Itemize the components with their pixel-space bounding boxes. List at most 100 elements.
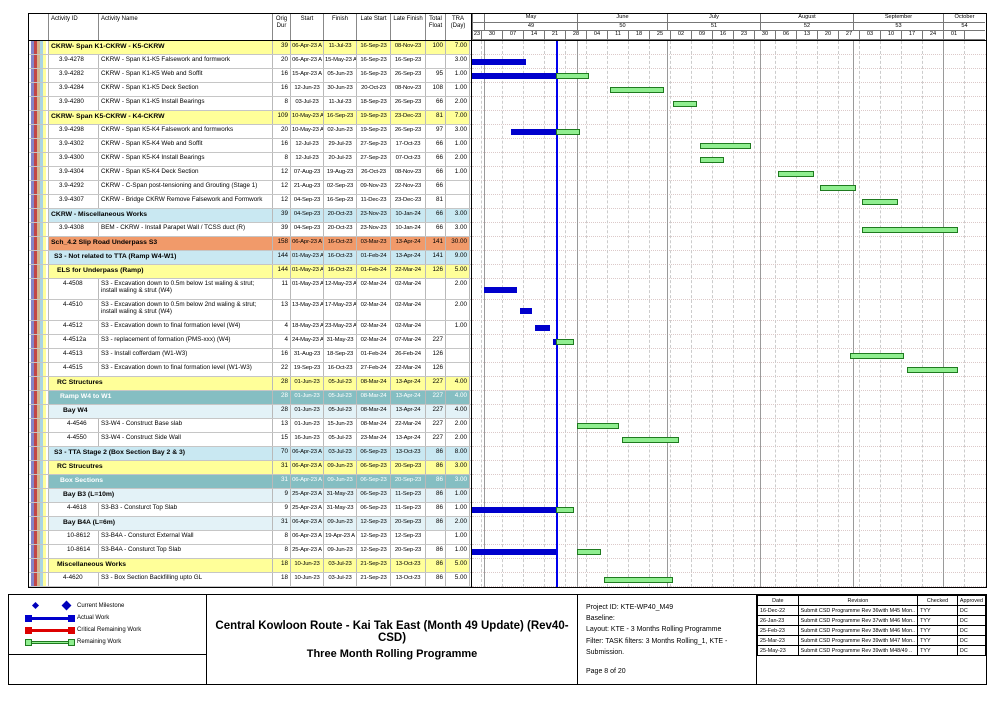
group-row[interactable]: Ramp W4 to W1 28 01-Jun-23 05-Jul-23 08-Mar-… [29,391,471,405]
orig-dur-cell: 144 [273,251,291,264]
wbs-indent-stripes [29,531,49,544]
finish-cell: 31-May-23 [324,503,357,516]
table-row[interactable]: 4-4620 S3 - Box Section Backfilling upto … [29,573,471,587]
table-row[interactable]: 4-4510 S3 - Excavation down to 0.5m below… [29,300,471,321]
group-row[interactable]: CKRW - Miscellaneous Works 39 04-Sep-23 20-… [29,209,471,223]
gantt-bar-remaining[interactable] [556,507,574,513]
table-row[interactable]: 4-4546 S3-W4 - Construct Base slab 13 01-Ju… [29,419,471,433]
late-start-cell: 03-Mar-23 [357,237,391,250]
table-row[interactable]: 3.9-4308 BEM - CKRW - Install Parapet Wal… [29,223,471,237]
gantt-row [472,503,986,517]
table-row[interactable]: 4-4550 S3-W4 - Construct Side Wall 15 16-Ju… [29,433,471,447]
gantt-bar-actual[interactable] [472,507,556,513]
gantt-bar-remaining[interactable] [556,73,589,79]
gantt-bar-remaining[interactable] [778,171,814,177]
gantt-bar-remaining[interactable] [907,367,958,373]
gantt-bar-actual[interactable] [472,59,526,65]
finish-cell: 15-May-23 A [324,55,357,68]
late-start-cell: 08-Mar-24 [357,419,391,432]
late-finish-cell: 13-Apr-24 [391,391,426,404]
table-row[interactable]: 3.9-4292 CKRW - C-Span post-tensioning an… [29,181,471,195]
gantt-bar-actual[interactable] [520,308,532,314]
gantt-timescale[interactable]: May June July August September October 49 50 51… [472,14,986,41]
gantt-bar-actual[interactable] [535,325,550,331]
total-float-cell: 141 [426,237,446,250]
group-row[interactable]: ELS for Underpass (Ramp) 144 01-May-23 A 16… [29,265,471,279]
tra-cell [446,335,470,348]
table-row[interactable]: 4-4515 S3 - Excavation down to final form… [29,363,471,377]
revision-cell: Submit CSD Programme Rev 39with M48/49 .… [797,645,919,656]
table-row[interactable]: 3.9-4278 CKRW - Span K1-K5 Falsework and … [29,55,471,69]
tra-cell [446,349,470,362]
table-row[interactable]: 4-4508 S3 - Excavation down to 0.5m below… [29,279,471,300]
table-row[interactable]: 3.9-4280 CKRW - Span K1-K5 Install Bearin… [29,97,471,111]
table-row[interactable]: 3.9-4300 CKRW - Span K5-K4 Install Bearin… [29,153,471,167]
group-row[interactable]: Bay B3 (L=10m) 9 25-Apr-23 A 31-May-23 06-Se… [29,489,471,503]
group-row[interactable]: CKRW- Span K5-CKRW - K4-CKRW 109 10-May-23… [29,111,471,125]
group-row[interactable]: Bay B4A (L=6m) 31 06-Apr-23 A 09-Jun-23 12-S… [29,517,471,531]
gantt-row [472,321,986,335]
group-row[interactable]: CKRW- Span K1-CKRW - K5-CKRW 39 06-Apr-23 … [29,41,471,55]
gantt-bar-actual[interactable] [472,73,556,79]
tra-cell: 7.00 [446,41,470,54]
table-row[interactable]: 10-8612 S3-B4A - Consturct External Wall 8… [29,531,471,545]
gantt-bar-remaining[interactable] [604,577,673,583]
start-cell: 06-Apr-23 A [291,41,324,54]
gantt-bar-actual[interactable] [511,129,556,135]
start-cell: 12-Jul-23 [291,139,324,152]
gantt-bar-remaining[interactable] [700,143,751,149]
wbs-indent-stripes [29,139,49,152]
table-row[interactable]: 3.9-4298 CKRW - Span K5-K4 Falsework and … [29,125,471,139]
group-row[interactable]: S3 - TTA Stage 2 (Box Section Bay 2 & 3)… [29,447,471,461]
table-row[interactable]: 3.9-4284 CKRW - Span K1-K5 Deck Section 16… [29,83,471,97]
table-row[interactable]: 4-4513 S3 - Install cofferdam (W1-W3) 16 31… [29,349,471,363]
legend-item: Critical Remaining Work [23,624,206,636]
activity-name-cell: CKRW - Span K1-K5 Install Bearings [99,97,273,110]
gantt-bar-remaining[interactable] [622,437,679,443]
gantt-bar-remaining[interactable] [862,199,898,205]
activity-name-cell: CKRW - Span K5-K4 Web and Soffit [99,139,273,152]
table-row[interactable]: 3.9-4304 CKRW - Span K5-K4 Deck Section 12… [29,167,471,181]
group-label: S3 - Not related to TTA (Ramp W4-W1) [49,251,273,264]
gantt-bar-remaining[interactable] [820,185,856,191]
activity-id-cell: 3.9-4278 [49,55,99,68]
gantt-bar-remaining[interactable] [556,339,574,345]
late-start-cell: 21-Sep-23 [357,559,391,572]
group-row[interactable]: S3 - Not related to TTA (Ramp W4-W1) 144 0… [29,251,471,265]
gantt-bar-remaining[interactable] [610,87,664,93]
late-finish-cell: 13-Apr-24 [391,433,426,446]
gantt-bar-remaining[interactable] [556,129,580,135]
table-row[interactable]: 3.9-4302 CKRW - Span K5-K4 Web and Soffit… [29,139,471,153]
group-row[interactable]: Box Sections 31 06-Apr-23 A 09-Jun-23 06-Sep… [29,475,471,489]
gantt-bar-remaining[interactable] [577,549,601,555]
table-row[interactable]: 4-4618 S3-B3 - Consturct Top Slab 9 25-Apr-… [29,503,471,517]
table-row[interactable]: 4-4512a S3 - replacement of formation (PM… [29,335,471,349]
wbs-indent-stripes [29,391,49,404]
gantt-bar-actual[interactable] [472,549,556,555]
group-row[interactable]: RC Strucutres 31 06-Apr-23 A 09-Jun-23 06-Se… [29,461,471,475]
late-start-cell: 12-Sep-23 [357,531,391,544]
total-float-cell [426,55,446,68]
group-row[interactable]: Sch_4.2 Slip Road Underpass S3 158 06-Apr-… [29,237,471,251]
activity-id-cell: 4-4510 [49,300,99,320]
gantt-bar-remaining[interactable] [850,353,904,359]
start-cell: 25-Apr-23 A [291,503,324,516]
group-label: Sch_4.2 Slip Road Underpass S3 [49,237,273,250]
group-row[interactable]: RC Structures 28 01-Jun-23 05-Jul-23 08-Mar-… [29,377,471,391]
table-row[interactable]: 3.9-4282 CKRW - Span K1-K5 Web and Soffit… [29,69,471,83]
gantt-bar-remaining[interactable] [577,423,619,429]
group-row[interactable]: Miscellaneous Works 18 10-Jun-23 03-Jul-23 2… [29,559,471,573]
total-float-cell: 86 [426,545,446,558]
gantt-bar-remaining[interactable] [673,101,697,107]
group-row[interactable]: Bay W4 28 01-Jun-23 05-Jul-23 08-Mar-24 13-Ap… [29,405,471,419]
gantt-bar-remaining[interactable] [700,157,724,163]
table-row[interactable]: 10-8614 S3-B4A - Consturct Top Slab 8 25-Ap… [29,545,471,559]
gantt-bar-actual[interactable] [553,339,556,345]
column-header-late-finish: Late Finish [391,14,426,40]
timescale-month-cell: May [484,14,577,23]
finish-cell: 17-May-23 A [324,300,357,320]
table-row[interactable]: 3.9-4307 CKRW - Bridge CKRW Remove Falsew… [29,195,471,209]
gantt-bar-actual[interactable] [484,287,517,293]
table-row[interactable]: 4-4512 S3 - Excavation down to final form… [29,321,471,335]
gantt-bar-remaining[interactable] [862,227,958,233]
